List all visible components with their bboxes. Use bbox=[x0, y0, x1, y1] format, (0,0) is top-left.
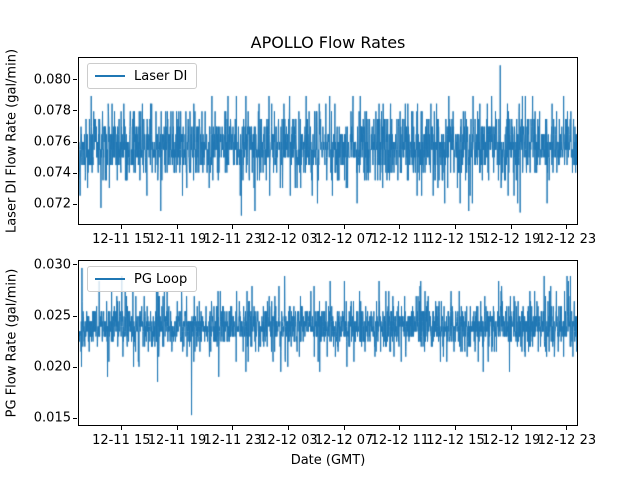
y-axis-label-pg-loop: PG Flow Rate (gal/min) bbox=[4, 268, 20, 418]
x-tick-mark bbox=[232, 426, 234, 430]
x-tick-mark bbox=[455, 426, 456, 430]
x-tick-mark bbox=[176, 426, 178, 430]
legend-pg-loop: PG Loop bbox=[87, 266, 197, 292]
x-tick-label: 12-11 19 bbox=[147, 232, 207, 247]
x-tick-mark bbox=[343, 426, 345, 430]
y-tick-mark bbox=[73, 110, 77, 112]
x-tick-mark bbox=[120, 225, 122, 229]
x-tick-label: 12-12 07 bbox=[314, 433, 374, 448]
x-tick-label: 12-12 03 bbox=[259, 433, 318, 448]
x-tick-mark bbox=[510, 426, 512, 430]
legend-label-laser-di: Laser DI bbox=[134, 68, 188, 84]
y-tick-mark bbox=[73, 172, 77, 174]
x-tick-label: 12-11 15 bbox=[92, 232, 151, 247]
legend-laser-di: Laser DI bbox=[87, 63, 197, 89]
x-tick-mark bbox=[399, 225, 401, 229]
legend-label-pg-loop: PG Loop bbox=[134, 271, 188, 287]
y-tick-label: 0.076 bbox=[33, 134, 71, 150]
x-tick-label: 12-11 15 bbox=[92, 433, 151, 448]
x-tick-mark bbox=[176, 225, 178, 229]
x-tick-label: 12-12 15 bbox=[426, 433, 485, 448]
chart-title: APOLLO Flow Rates bbox=[250, 33, 406, 52]
x-tick-mark bbox=[566, 225, 568, 229]
y-tick-label: 0.015 bbox=[33, 410, 71, 426]
x-tick-label: 12-12 07 bbox=[314, 232, 374, 247]
y-tick-label: 0.025 bbox=[33, 308, 71, 324]
x-tick-mark bbox=[399, 426, 401, 430]
y-tick-mark bbox=[73, 141, 77, 143]
x-tick-label: 12-12 19 bbox=[481, 232, 541, 247]
x-tick-label: 12-11 19 bbox=[147, 433, 207, 448]
y-axis-label-laser-di: Laser DI Flow Rate (gal/min) bbox=[4, 48, 20, 234]
x-tick-label: 12-12 23 bbox=[537, 433, 597, 448]
axes-laser-di: Laser DI bbox=[78, 57, 578, 225]
y-tick-mark bbox=[73, 79, 77, 81]
x-tick-mark bbox=[232, 225, 234, 229]
axes-pg-loop: PG Loop bbox=[78, 260, 578, 426]
x-tick-mark bbox=[287, 426, 289, 430]
x-tick-mark bbox=[566, 426, 568, 430]
x-tick-label: 12-11 23 bbox=[203, 232, 262, 247]
y-tick-label: 0.080 bbox=[33, 72, 71, 88]
y-tick-mark bbox=[73, 315, 77, 317]
y-tick-mark bbox=[73, 264, 77, 266]
legend-line-sample-pg-loop bbox=[95, 278, 125, 280]
y-tick-label: 0.030 bbox=[33, 257, 71, 273]
y-tick-label: 0.078 bbox=[33, 103, 71, 119]
x-tick-mark bbox=[120, 426, 122, 430]
x-tick-mark bbox=[343, 225, 345, 229]
x-tick-label: 12-12 19 bbox=[481, 433, 541, 448]
y-tick-mark bbox=[73, 203, 77, 205]
x-tick-label: 12-12 23 bbox=[537, 232, 597, 247]
x-tick-mark bbox=[455, 225, 456, 229]
y-tick-mark bbox=[73, 417, 77, 419]
legend-line-sample-laser-di bbox=[95, 75, 125, 77]
x-tick-label: 12-12 03 bbox=[259, 232, 318, 247]
y-tick-mark bbox=[73, 366, 77, 368]
x-tick-label: 12-11 23 bbox=[203, 433, 262, 448]
x-tick-label: 12-12 15 bbox=[426, 232, 485, 247]
x-axis-label: Date (GMT) bbox=[290, 453, 366, 468]
y-tick-label: 0.074 bbox=[33, 165, 71, 181]
y-tick-label: 0.072 bbox=[33, 196, 71, 212]
x-tick-label: 12-12 11 bbox=[370, 433, 430, 448]
x-tick-label: 12-12 11 bbox=[370, 232, 430, 247]
x-tick-mark bbox=[510, 225, 512, 229]
y-tick-label: 0.020 bbox=[33, 359, 71, 375]
x-tick-mark bbox=[287, 225, 289, 229]
